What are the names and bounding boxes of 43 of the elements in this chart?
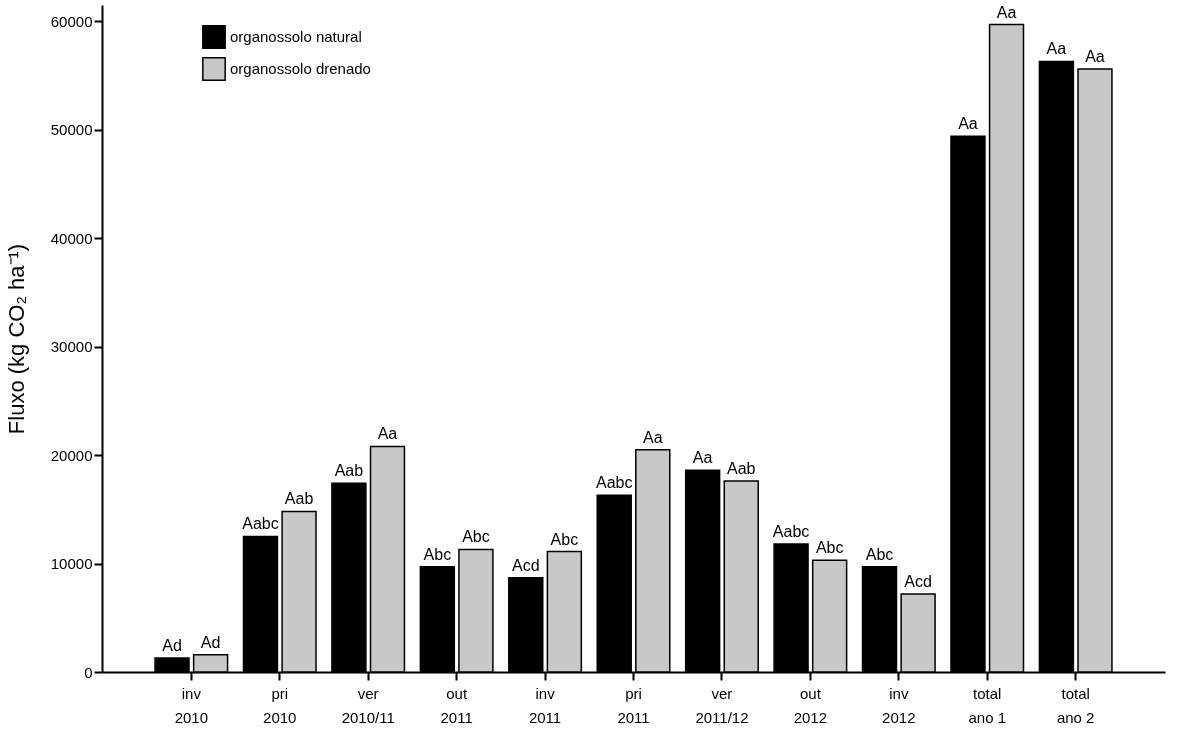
- y-tick-label: 20000: [50, 446, 93, 464]
- y-axis-title: Fluxo (kg CO₂ ha⁻¹): [3, 243, 29, 435]
- data-label: Aa: [692, 449, 713, 467]
- y-tick-label: 10000: [50, 555, 93, 573]
- x-tick-label: ver 2010/11: [341, 684, 395, 726]
- data-label: Acd: [904, 572, 932, 590]
- x-tick-label: total ano 2: [1056, 684, 1095, 726]
- data-label: Aabc: [595, 474, 633, 492]
- data-label: Aabc: [772, 523, 810, 541]
- data-label: Abc: [423, 545, 452, 563]
- data-label: Abc: [865, 545, 894, 563]
- x-tick-label: inv 2011: [528, 684, 562, 726]
- data-label: Aab: [334, 462, 364, 480]
- data-label: Aab: [726, 460, 756, 478]
- data-label: Ad: [200, 633, 221, 651]
- data-label: Ad: [162, 636, 182, 654]
- data-label: Aa: [1085, 47, 1105, 65]
- data-label: Aa: [996, 3, 1017, 21]
- data-label: Abc: [815, 539, 844, 557]
- x-tick-label: out 2012: [793, 684, 828, 726]
- y-tick-label: 30000: [50, 338, 93, 356]
- data-label: Abc: [462, 528, 490, 546]
- legend-label: organossolo natural: [230, 28, 362, 45]
- data-label: Aa: [377, 425, 398, 443]
- y-tick-label: 40000: [50, 229, 93, 247]
- data-label: Abc: [550, 530, 579, 548]
- x-tick-label: pri 2010: [263, 684, 297, 726]
- data-label: Aab: [284, 490, 314, 508]
- x-tick-label: ver 2011/12: [695, 684, 749, 726]
- data-label: Aa: [643, 428, 663, 446]
- x-tick-label: total ano 1: [968, 684, 1007, 726]
- x-tick-label: out 2011: [440, 684, 473, 726]
- data-label: Acd: [511, 556, 540, 574]
- data-label: Aabc: [242, 515, 279, 533]
- y-tick-label: 50000: [50, 121, 93, 139]
- y-tick-label: 0: [84, 663, 93, 681]
- x-tick-label: inv 2010: [174, 684, 209, 726]
- x-tick-label: pri 2011: [617, 684, 650, 726]
- y-tick-label: 60000: [50, 12, 93, 30]
- legend-label: organossolo drenado: [230, 60, 371, 77]
- x-tick-label: inv 2012: [882, 684, 916, 726]
- data-label: Aa: [1046, 40, 1067, 58]
- data-label: Aa: [958, 115, 978, 133]
